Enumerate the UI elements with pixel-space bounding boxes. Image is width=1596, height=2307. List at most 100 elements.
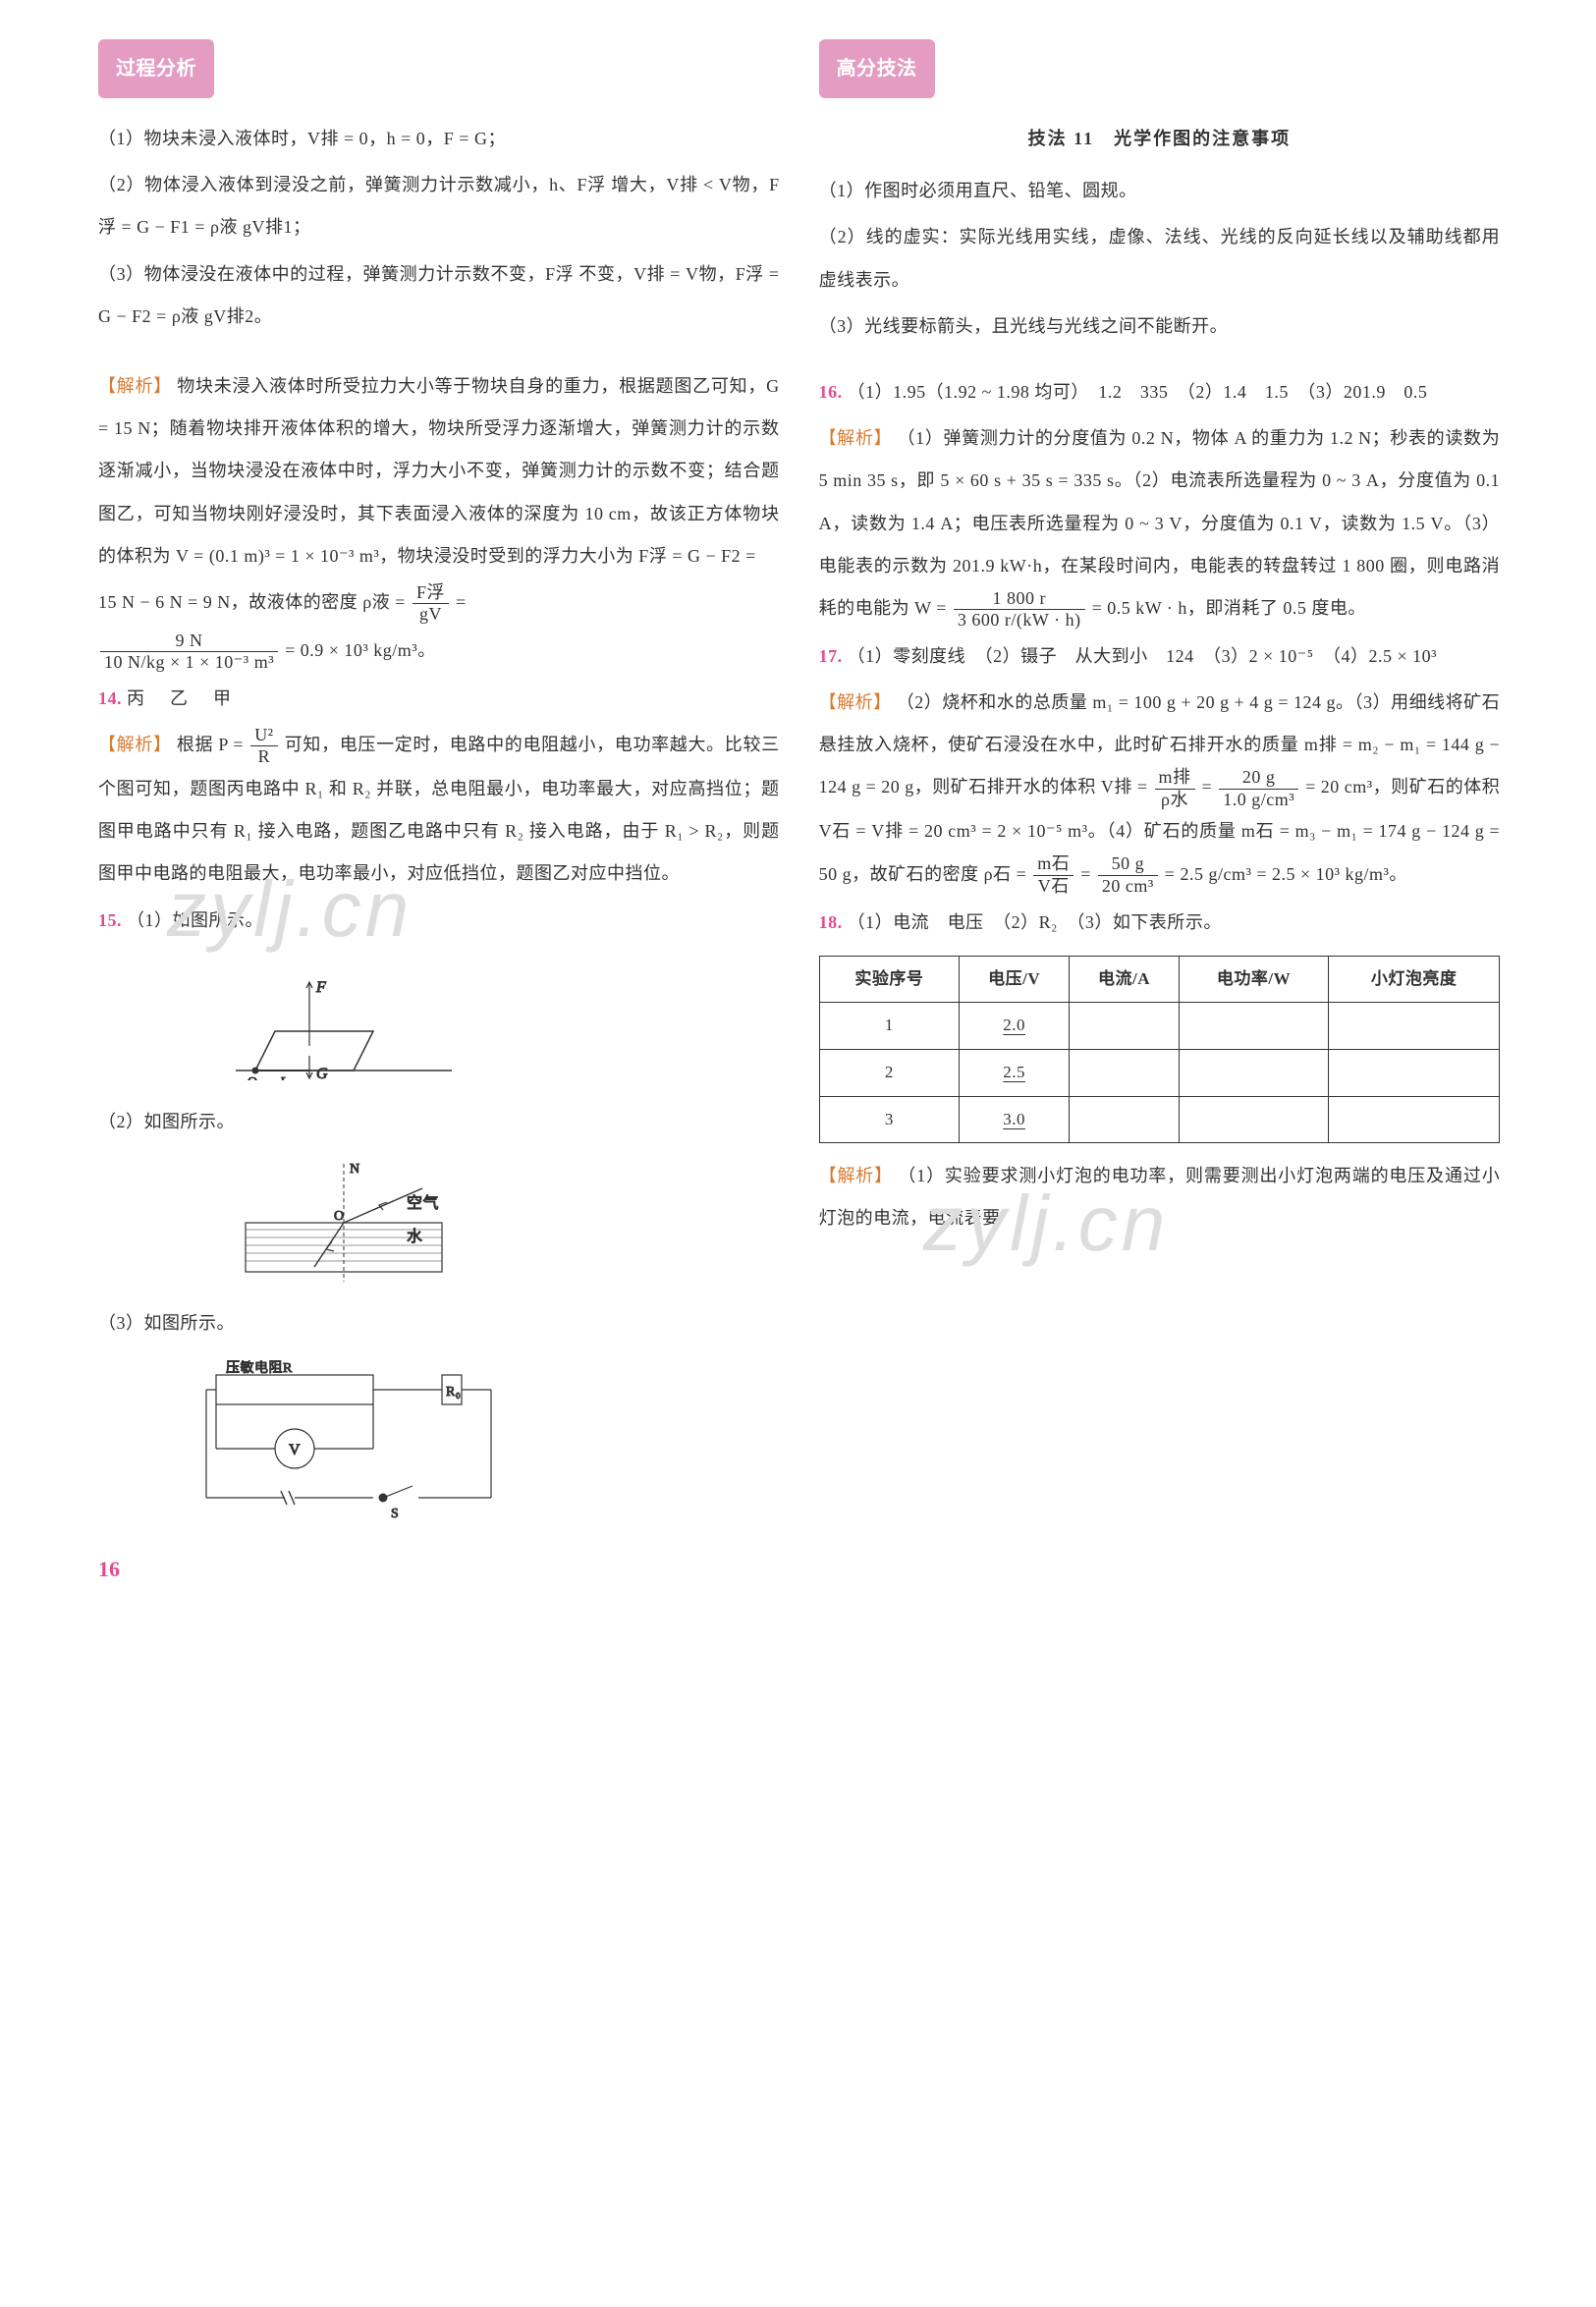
- q16-body-a: （1）弹簧测力计的分度值为 0.2 N，物体 A 的重力为 1.2 N；秒表的读…: [819, 428, 1501, 618]
- analysis-formula: 15 N − 6 N = 9 N，故液体的密度 ρ液 = F浮 gV =: [98, 581, 780, 626]
- process-p2: （2）物体浸入液体到浸没之前，弹簧测力计示数减小，h、F浮 增大，V排 < V物…: [98, 164, 780, 248]
- table-header-cell: 电压/V: [960, 956, 1070, 1003]
- q14-analysis: 【解析】 根据 P = U² R 可知，电压一定时，电路中的电阻越小，电功率越大…: [98, 724, 780, 896]
- q18-analysis-label: 【解析】: [819, 1166, 893, 1185]
- frac-den: gV: [413, 604, 449, 626]
- table-cell: [1179, 1049, 1328, 1096]
- q17-answer: （1）零刻度线 （2）镊子 从大到小 124 （3）2 × 10⁻⁵ （4）2.…: [848, 646, 1437, 666]
- svg-text:G: G: [316, 1066, 328, 1080]
- table-cell: [1179, 1003, 1328, 1050]
- q18-line: 18. （1）电流 电压 （2）R₂ （3）如下表所示。: [819, 902, 1501, 944]
- frac-u2r: U² R: [250, 725, 277, 768]
- table-header-cell: 电流/A: [1070, 956, 1180, 1003]
- frac-den: 3 600 r/(kW · h): [954, 610, 1085, 632]
- table-cell: [1070, 1049, 1180, 1096]
- q14-num: 14.: [98, 688, 122, 708]
- q18-answer: （1）电流 电压 （2）R₂ （3）如下表所示。: [848, 912, 1222, 932]
- frac-num: 50 g: [1098, 853, 1158, 876]
- svg-text:F: F: [315, 979, 326, 996]
- svg-text:水: 水: [407, 1228, 423, 1245]
- table-cell: [1328, 1003, 1499, 1050]
- left-column: 过程分析 （1）物块未浸入液体时，V排 = 0，h = 0，F = G； （2）…: [98, 39, 780, 1543]
- svg-text:R₀: R₀: [446, 1385, 461, 1400]
- table-cell: 1: [819, 1003, 960, 1050]
- table-cell: 3: [819, 1096, 960, 1143]
- table-cell: [1328, 1049, 1499, 1096]
- tech-p1: （1）作图时必须用直尺、铅笔、圆规。: [819, 170, 1501, 212]
- analysis-body-a: 物块未浸入液体时所受拉力大小等于物块自身的重力，根据题图乙可知，G = 15 N…: [98, 376, 780, 566]
- tech-p2: （2）线的虚实：实际光线用实线，虚像、法线、光线的反向延长线以及辅助线都用虚线表…: [819, 216, 1501, 301]
- frac-50g: 50 g 20 cm³: [1098, 853, 1158, 897]
- table-cell: 3.0: [960, 1096, 1070, 1143]
- frac-num: U²: [250, 725, 277, 747]
- q18-analysis: 【解析】 （1）实验要求测小灯泡的电功率，则需要测出小灯泡两端的电压及通过小灯泡…: [819, 1155, 1501, 1239]
- table-header-cell: 小灯泡亮度: [1328, 956, 1499, 1003]
- q17-analysis-label: 【解析】: [819, 692, 892, 712]
- frac-num: F浮: [413, 582, 449, 605]
- frac-mshi: m石 V石: [1033, 853, 1073, 897]
- svg-text:L: L: [279, 1075, 288, 1080]
- q16-answer: （1）1.95（1.92 ~ 1.98 均可） 1.2 335 （2）1.4 1…: [848, 382, 1428, 402]
- table-cell: [1179, 1096, 1328, 1143]
- table-row: 2 2.5: [819, 1049, 1500, 1096]
- q15-figure-2: N 空气 水 O: [216, 1159, 471, 1287]
- table-row: 1 2.0: [819, 1003, 1500, 1050]
- svg-text:压敏电阻R: 压敏电阻R: [226, 1360, 293, 1376]
- q15-p1: （1）如图所示。: [127, 910, 263, 930]
- frac-1800: 1 800 r 3 600 r/(kW · h): [954, 588, 1085, 632]
- frac-den: ρ水: [1155, 790, 1195, 811]
- section-tag-process: 过程分析: [98, 39, 214, 98]
- technique-title: 技法 11 光学作图的注意事项: [819, 118, 1501, 160]
- q15-num: 15.: [98, 910, 122, 930]
- q15-line: 15. （1）如图所示。: [98, 900, 780, 942]
- q15-figure-1: F G O L: [216, 958, 471, 1085]
- svg-text:N: N: [350, 1162, 360, 1177]
- frac-den: 10 N/kg × 1 × 10⁻³ m³: [100, 652, 278, 674]
- q18-table: 实验序号 电压/V 电流/A 电功率/W 小灯泡亮度 1 2.0 2 2.: [819, 956, 1501, 1143]
- svg-text:S: S: [391, 1507, 399, 1521]
- page-container: zylj.cn zylj.cn 过程分析 （1）物块未浸入液体时，V排 = 0，…: [0, 0, 1596, 1602]
- table-cell: 2: [819, 1049, 960, 1096]
- q14-analysis-label: 【解析】: [98, 735, 172, 754]
- q17-analysis: 【解析】 （2）烧杯和水的总质量 m₁ = 100 g + 20 g + 4 g…: [819, 682, 1501, 898]
- frac-mpai: m排 ρ水: [1155, 767, 1195, 810]
- frac-num: 20 g: [1219, 767, 1298, 790]
- frac-num: m排: [1155, 767, 1195, 790]
- analysis-formula-2: 9 N 10 N/kg × 1 × 10⁻³ m³ = 0.9 × 10³ kg…: [98, 630, 780, 674]
- frac-num: 9 N: [100, 631, 278, 653]
- q17-line: 17. （1）零刻度线 （2）镊子 从大到小 124 （3）2 × 10⁻⁵ （…: [819, 635, 1501, 678]
- process-p1: （1）物块未浸入液体时，V排 = 0，h = 0，F = G；: [98, 118, 780, 160]
- q18-body: （1）实验要求测小灯泡的电功率，则需要测出小灯泡两端的电压及通过小灯泡的电流，电…: [819, 1166, 1501, 1228]
- table-header-cell: 电功率/W: [1179, 956, 1328, 1003]
- q16-analysis: 【解析】 （1）弹簧测力计的分度值为 0.2 N，物体 A 的重力为 1.2 N…: [819, 417, 1501, 632]
- analysis-block: 【解析】 物块未浸入液体时所受拉力大小等于物块自身的重力，根据题图乙可知，G =…: [98, 365, 780, 577]
- table-cell: [1070, 1096, 1180, 1143]
- frac-num: 1 800 r: [954, 588, 1085, 611]
- page-number: 16: [98, 1557, 120, 1582]
- table-header-row: 实验序号 电压/V 电流/A 电功率/W 小灯泡亮度: [819, 956, 1500, 1003]
- tech-p3: （3）光线要标箭头，且光线与光线之间不能断开。: [819, 305, 1501, 348]
- table-header-cell: 实验序号: [819, 956, 960, 1003]
- frac-den: 1.0 g/cm³: [1219, 790, 1298, 811]
- frac-den: V石: [1033, 876, 1073, 898]
- q14-body-b: 可知，电压一定时，电路中的电阻越小，电功率越大。比较三个图可知，题图丙电路中 R…: [98, 735, 780, 883]
- analysis-label: 【解析】: [98, 376, 172, 396]
- frac-num: m石: [1033, 853, 1073, 876]
- formula-prefix: 15 N − 6 N = 9 N，故液体的密度 ρ液 =: [98, 592, 411, 612]
- q14-answer: 丙 乙 甲: [127, 688, 235, 708]
- frac-den: R: [250, 746, 277, 768]
- q14-body-a: 根据 P =: [177, 735, 248, 754]
- formula-equals: =: [456, 592, 467, 612]
- svg-text:空气: 空气: [407, 1194, 439, 1212]
- q15-figure-3: 压敏电阻R R₀ S V: [196, 1360, 511, 1527]
- frac-9n: 9 N 10 N/kg × 1 × 10⁻³ m³: [100, 631, 278, 674]
- process-p3: （3）物体浸没在液体中的过程，弹簧测力计示数不变，F浮 不变，V排 = V物，F…: [98, 253, 780, 338]
- svg-text:O: O: [248, 1075, 258, 1080]
- frac-fbuoy-gv: F浮 gV: [413, 582, 449, 626]
- right-column: 高分技法 技法 11 光学作图的注意事项 （1）作图时必须用直尺、铅笔、圆规。 …: [819, 39, 1501, 1543]
- q16-analysis-label: 【解析】: [819, 428, 893, 448]
- q15-p3: （3）如图所示。: [98, 1302, 780, 1345]
- frac-20g: 20 g 1.0 g/cm³: [1219, 767, 1298, 810]
- analysis-result: = 0.9 × 10³ kg/m³。: [285, 640, 436, 660]
- table-cell: [1328, 1096, 1499, 1143]
